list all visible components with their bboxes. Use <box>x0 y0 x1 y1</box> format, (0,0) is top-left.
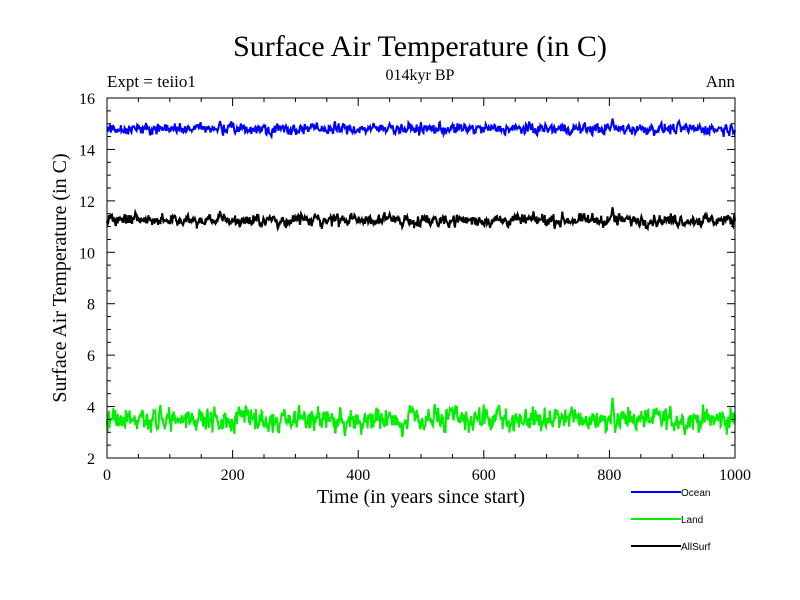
y-tick-label: 6 <box>87 348 95 365</box>
y-tick-label: 4 <box>87 400 95 417</box>
y-tick-label: 10 <box>79 245 95 262</box>
y-axis: 2 4 6 8 10 12 14 16 <box>79 91 735 468</box>
x-axis: 0 200 400 600 800 1000 <box>103 98 751 484</box>
y-tick-label: 14 <box>79 142 95 159</box>
period-label: Ann <box>706 72 736 91</box>
plot-frame <box>106 97 736 459</box>
y-tick-label: 12 <box>79 194 95 211</box>
y-axis-label: Surface Air Temperature (in C) <box>49 153 71 402</box>
series-line-land <box>106 397 736 438</box>
legend: Ocean Land AllSurf <box>631 488 711 553</box>
y-tick-label: 16 <box>79 91 95 108</box>
series-layer <box>106 118 736 438</box>
x-tick-label: 400 <box>346 467 370 484</box>
x-tick-label: 200 <box>221 467 245 484</box>
experiment-label: Expt = teiio1 <box>107 72 196 91</box>
x-tick-label: 600 <box>472 467 496 484</box>
y-tick-label: 8 <box>87 297 95 314</box>
chart-subtitle: 014kyr BP <box>386 67 455 84</box>
x-tick-label: 1000 <box>719 467 751 484</box>
legend-label-allsurf: AllSurf <box>681 542 711 553</box>
series-line-ocean <box>106 118 736 140</box>
y-tick-label: 2 <box>87 451 95 468</box>
x-axis-label: Time (in years since start) <box>317 486 525 508</box>
x-tick-label: 0 <box>103 467 111 484</box>
legend-label-ocean: Ocean <box>681 488 710 499</box>
chart-title: Surface Air Temperature (in C) <box>233 30 607 63</box>
x-tick-label: 800 <box>597 467 621 484</box>
legend-label-land: Land <box>681 515 703 526</box>
series-line-allsurf <box>106 207 736 232</box>
